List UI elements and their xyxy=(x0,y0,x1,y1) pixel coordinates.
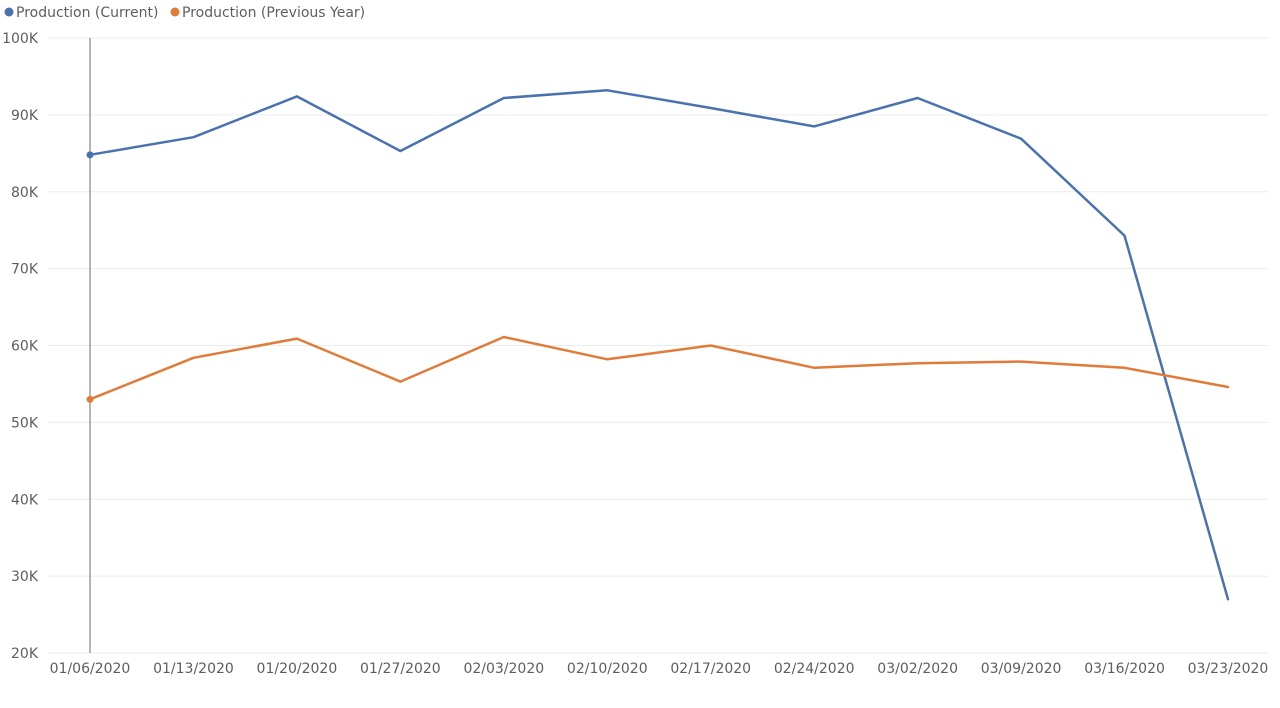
x-tick-label: 02/03/2020 xyxy=(463,661,544,677)
y-tick-label: 80K xyxy=(11,185,39,201)
x-tick-label: 03/02/2020 xyxy=(877,661,958,677)
y-tick-label: 40K xyxy=(11,492,39,508)
data-point-production-current[interactable] xyxy=(86,151,94,159)
gridlines xyxy=(48,37,1268,654)
x-tick-label: 02/10/2020 xyxy=(567,661,648,677)
series-line-production-current[interactable] xyxy=(88,89,1230,601)
data-point-production-previous-year[interactable] xyxy=(86,395,94,403)
x-tick-label: 01/27/2020 xyxy=(360,661,441,677)
y-tick-label: 30K xyxy=(11,569,39,585)
y-tick-label: 100K xyxy=(2,31,39,47)
x-tick-label: 02/17/2020 xyxy=(670,661,751,677)
legend-marker-production-current[interactable] xyxy=(4,7,14,17)
x-axis: 01/06/2020 01/13/2020 01/20/2020 01/27/2020… xyxy=(50,661,1269,677)
x-tick-label: 03/23/2020 xyxy=(1188,661,1269,677)
x-tick-label: 03/16/2020 xyxy=(1084,661,1165,677)
x-tick-label: 01/20/2020 xyxy=(257,661,338,677)
x-tick-label: 03/09/2020 xyxy=(981,661,1062,677)
y-tick-label: 20K xyxy=(11,646,39,662)
y-tick-label: 50K xyxy=(11,415,39,431)
legend: Production (Current) Production (Previous… xyxy=(4,5,365,21)
x-tick-label: 02/24/2020 xyxy=(774,661,855,677)
series-line-production-previous-year[interactable] xyxy=(88,335,1230,401)
y-tick-label: 60K xyxy=(11,339,39,355)
legend-marker-production-previous-year[interactable] xyxy=(170,7,180,17)
y-tick-label: 90K xyxy=(11,108,39,124)
x-tick-label: 01/13/2020 xyxy=(153,661,234,677)
x-tick-label: 01/06/2020 xyxy=(50,661,131,677)
y-tick-label: 70K xyxy=(11,262,39,278)
series-lines xyxy=(86,89,1230,601)
legend-label-production-previous-year[interactable]: Production (Previous Year) xyxy=(182,5,365,21)
y-axis: 20K 30K 40K 50K 60K 70K 80K 90K 100K xyxy=(2,31,39,662)
legend-label-production-current[interactable]: Production (Current) xyxy=(16,5,158,21)
